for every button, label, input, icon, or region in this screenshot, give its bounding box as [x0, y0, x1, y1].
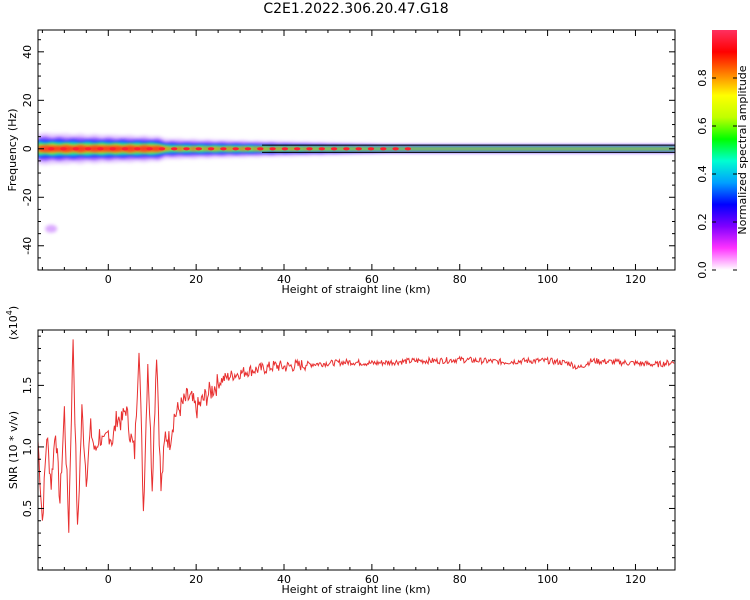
spectrogram-peak	[109, 147, 116, 151]
spectrogram-peak	[318, 147, 325, 151]
x-tick-label: 0	[105, 273, 112, 286]
spectrogram-outlier	[45, 224, 58, 233]
spectrogram-peak	[232, 147, 239, 151]
x-tick-label: 120	[625, 273, 646, 286]
spectrogram-peak	[281, 147, 289, 151]
spectrogram-heatmap	[38, 132, 675, 233]
x-tick-label: 120	[625, 573, 646, 586]
x-tick-label: 20	[189, 273, 203, 286]
spectrogram-ticks: 0 20 40 60 80 100 120 -40 -20 0 20 40	[21, 30, 675, 286]
colorbar-label: Normalized spectral amplitude	[736, 65, 749, 234]
spectrogram-peak	[269, 147, 276, 151]
spectrogram-peak	[183, 147, 190, 151]
spectrogram-xlabel: Height of straight line (km)	[281, 283, 430, 296]
spectrogram-peak	[330, 147, 338, 151]
colorbar-tick-label: 0.0	[696, 261, 709, 279]
spectrogram-frame	[37, 29, 676, 271]
spectrogram-peak	[60, 147, 67, 151]
y-tick-label: 0	[21, 145, 34, 152]
y-tick-label: 1.0	[21, 438, 34, 456]
spectrogram-peak	[97, 147, 104, 151]
spectrogram-peak	[392, 147, 399, 151]
colorbar-tick-label: 0.8	[696, 69, 709, 87]
x-tick-label: 100	[537, 273, 558, 286]
y-tick-label: 0.5	[21, 500, 34, 518]
spectrogram-peak	[404, 147, 412, 151]
y-tick-label: 40	[21, 45, 34, 59]
x-tick-label: 80	[453, 273, 467, 286]
spectrogram-peak	[293, 147, 301, 151]
x-tick-label: 40	[277, 573, 291, 586]
spectrogram-peak	[207, 147, 215, 151]
spectrogram-peak	[121, 147, 129, 151]
y-tick-label: -20	[21, 188, 34, 206]
x-tick-label: 0	[105, 573, 112, 586]
spectrogram-ylabel: Frequency (Hz)	[6, 109, 19, 192]
x-tick-label: 40	[277, 273, 291, 286]
colorbar-tick-label: 0.6	[696, 117, 709, 135]
colorbar-ticks: 0.0 0.2 0.4 0.6 0.8	[696, 69, 737, 279]
x-tick-label: 60	[365, 573, 379, 586]
colorbar-tick-label: 0.4	[696, 165, 709, 183]
x-tick-label: 20	[189, 573, 203, 586]
spectrogram-peak	[306, 147, 313, 151]
spectrogram-peak	[257, 147, 264, 151]
spectrogram-peak	[195, 147, 202, 151]
spectrogram-peak	[220, 147, 227, 151]
spectrogram-peak	[158, 147, 166, 151]
spectrogram-peak	[72, 147, 79, 151]
snr-xlabel: Height of straight line (km)	[281, 583, 430, 596]
chart-title: C2E1.2022.306.20.47.G18	[263, 1, 449, 17]
y-tick-label: -40	[21, 237, 34, 255]
y-tick-label: 1.5	[21, 377, 34, 395]
spectrogram-peak	[134, 147, 141, 151]
spectrogram-peak	[367, 147, 375, 151]
spectrogram-peak	[84, 147, 92, 151]
spectrogram-peak	[380, 147, 387, 151]
snr-ticks: 0 20 40 60 80 100 120 0.5 1.0 1.5	[21, 330, 675, 586]
snr-multiplier: (x104)	[5, 306, 20, 340]
spectrogram-peak	[343, 147, 350, 151]
spectrogram-peak	[355, 147, 362, 151]
spectrogram-peak	[146, 147, 153, 151]
spectrogram-peak	[47, 147, 55, 151]
snr-series-line	[38, 339, 675, 533]
x-tick-label: 100	[537, 573, 558, 586]
snr-frame	[37, 329, 676, 571]
colorbar: 0.0 0.2 0.4 0.6 0.8 Normalized spectral ampl…	[696, 30, 749, 279]
snr-ylabel: SNR (10 * v/v)	[7, 411, 20, 489]
spectrogram-peak	[170, 147, 178, 151]
x-tick-label: 80	[453, 573, 467, 586]
colorbar-tick-label: 0.2	[696, 213, 709, 231]
y-tick-label: 20	[21, 93, 34, 107]
snr-panel: 0 20 40 60 80 100 120 0.5 1.0 1.5 Height of strai…	[5, 306, 676, 596]
x-tick-label: 60	[365, 273, 379, 286]
spectrogram-panel: 0 20 40 60 80 100 120 -40 -20 0 20 40 Height of str…	[6, 29, 676, 296]
colorbar-gradient	[712, 30, 737, 270]
spectrogram-peak	[244, 147, 252, 151]
